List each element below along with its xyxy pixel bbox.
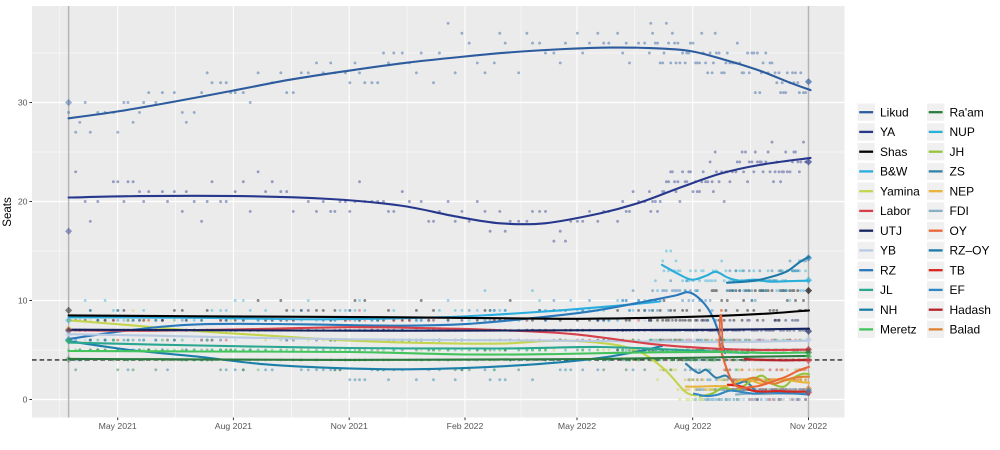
- svg-text:20: 20: [18, 197, 28, 207]
- svg-text:UTJ: UTJ: [880, 224, 902, 238]
- svg-text:JL: JL: [880, 283, 893, 297]
- svg-text:30: 30: [18, 98, 28, 108]
- svg-text:EF: EF: [950, 283, 965, 297]
- svg-text:Seats: Seats: [2, 197, 14, 227]
- svg-text:B&W: B&W: [880, 165, 908, 179]
- svg-text:Nov 2021: Nov 2021: [331, 421, 368, 431]
- svg-text:May 2022: May 2022: [558, 421, 596, 431]
- svg-text:YA: YA: [880, 125, 895, 139]
- svg-text:Balad: Balad: [950, 323, 981, 337]
- svg-text:10: 10: [18, 296, 28, 306]
- svg-text:ZS: ZS: [950, 165, 965, 179]
- svg-text:RZ: RZ: [880, 263, 896, 277]
- svg-text:NH: NH: [880, 303, 897, 317]
- svg-text:Labor: Labor: [880, 204, 911, 218]
- svg-text:Yamina: Yamina: [880, 184, 920, 198]
- svg-text:NUP: NUP: [950, 125, 975, 139]
- svg-text:Shas: Shas: [880, 145, 907, 159]
- svg-text:OY: OY: [950, 224, 967, 238]
- svg-text:Aug 2022: Aug 2022: [674, 421, 711, 431]
- svg-text:TB: TB: [950, 263, 965, 277]
- svg-text:0: 0: [23, 395, 28, 405]
- svg-text:Hadash: Hadash: [950, 303, 991, 317]
- svg-text:Aug 2021: Aug 2021: [215, 421, 252, 431]
- svg-text:Feb 2022: Feb 2022: [447, 421, 484, 431]
- svg-text:NEP: NEP: [950, 184, 975, 198]
- svg-text:JH: JH: [950, 145, 965, 159]
- svg-text:May 2021: May 2021: [99, 421, 137, 431]
- svg-text:Likud: Likud: [880, 105, 909, 119]
- svg-text:Nov 2022: Nov 2022: [790, 421, 827, 431]
- svg-text:YB: YB: [880, 244, 896, 258]
- svg-text:RZ–OY: RZ–OY: [950, 244, 990, 258]
- svg-text:FDI: FDI: [950, 204, 969, 218]
- svg-text:Ra'am: Ra'am: [950, 105, 984, 119]
- svg-text:Meretz: Meretz: [880, 323, 917, 337]
